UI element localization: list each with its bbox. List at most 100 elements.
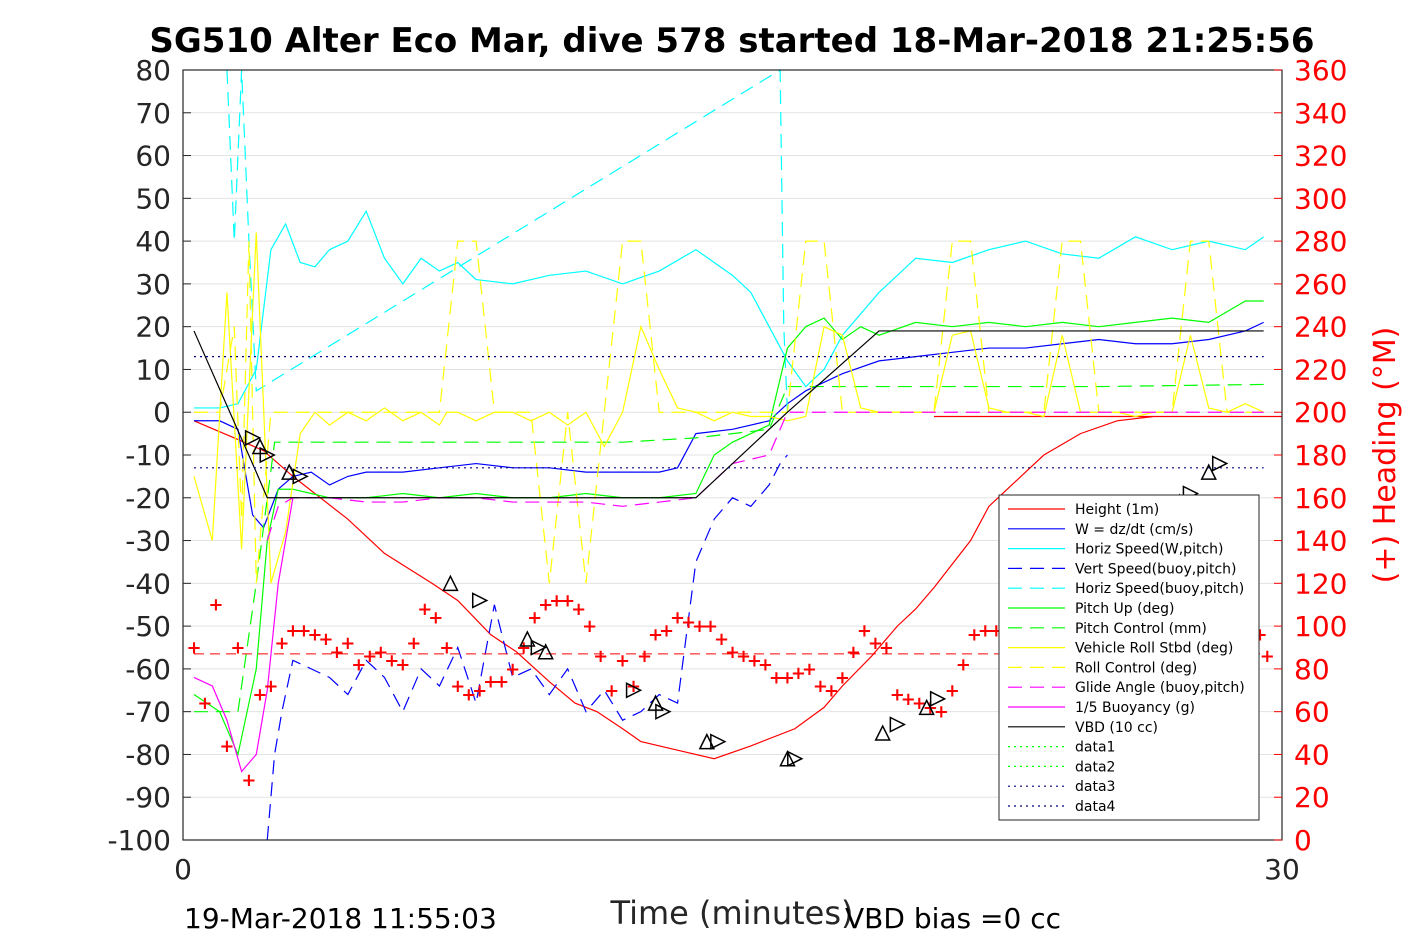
heading-marker: + xyxy=(263,676,278,697)
heading-marker: + xyxy=(197,693,212,714)
right-tick-label: 220 xyxy=(1294,353,1347,386)
heading-marker: + xyxy=(934,702,949,723)
heading-marker: + xyxy=(307,625,322,646)
series-line xyxy=(226,68,789,413)
right-tick-label: 320 xyxy=(1294,140,1347,173)
legend-label: 1/5 Buoyancy (g) xyxy=(1075,700,1195,716)
right-tick-label: 40 xyxy=(1294,738,1330,771)
right-tick-label: 140 xyxy=(1294,525,1347,558)
heading-marker: + xyxy=(857,620,872,641)
heading-marker: + xyxy=(736,646,751,667)
heading-marker: + xyxy=(725,642,740,663)
heading-marker: + xyxy=(582,616,597,637)
left-tick-label: -10 xyxy=(125,439,171,472)
triangle-marker xyxy=(1211,455,1229,472)
series-line xyxy=(193,240,1264,584)
triangle-marker xyxy=(471,592,489,609)
heading-marker: + xyxy=(648,625,663,646)
left-tick-label: 50 xyxy=(135,182,171,215)
left-axis-ticks: 80 70 60 50 40 30 20 10 0 -10 -20 -30 -40 -50 -60 -70 -8… xyxy=(107,54,191,857)
legend-label: Horiz Speed(buoy,pitch) xyxy=(1075,581,1244,597)
left-tick-label: 60 xyxy=(135,140,171,173)
left-tick-label: -30 xyxy=(125,525,171,558)
heading-marker: + xyxy=(571,599,586,620)
left-tick-label: 80 xyxy=(135,54,171,87)
right-tick-label: 60 xyxy=(1294,696,1330,729)
triangle-marker xyxy=(918,698,935,716)
right-tick-label: 240 xyxy=(1294,311,1347,344)
heading-marker: + xyxy=(274,633,289,654)
heading-marker: + xyxy=(384,650,399,671)
left-tick-label: 0 xyxy=(153,396,171,429)
chart-title: SG510 Alter Eco Mar, dive 578 started 18… xyxy=(149,21,1314,61)
legend-label: Glide Angle (buoy,pitch) xyxy=(1075,680,1245,696)
heading-marker: + xyxy=(362,646,377,667)
heading-marker: + xyxy=(967,625,982,646)
legend-label: Height (1m) xyxy=(1075,502,1159,518)
heading-marker: + xyxy=(428,608,443,629)
right-tick-label: 340 xyxy=(1294,97,1347,130)
triangle-marker xyxy=(537,643,554,660)
heading-marker: + xyxy=(615,650,630,671)
triangle-marker xyxy=(929,690,947,708)
heading-marker: + xyxy=(791,663,806,684)
series-line xyxy=(193,232,1264,584)
right-tick-label: 160 xyxy=(1294,482,1347,515)
heading-marker: + xyxy=(351,655,366,676)
heading-marker: + xyxy=(340,633,355,654)
heading-marker: + xyxy=(604,680,619,701)
series-line xyxy=(266,411,1264,541)
triangle-marker xyxy=(519,630,536,647)
heading-marker: + xyxy=(868,633,883,654)
footer-vbd-bias: VBD bias =0 cc xyxy=(845,902,1061,935)
left-tick-label: 10 xyxy=(135,353,171,386)
heading-marker: + xyxy=(538,595,553,616)
legend-label: W = dz/dt (cm/s) xyxy=(1075,522,1194,538)
right-tick-label: 300 xyxy=(1294,182,1347,215)
left-tick-label: 30 xyxy=(135,268,171,301)
heading-marker: + xyxy=(417,599,432,620)
legend-label: Vert Speed(buoy,pitch) xyxy=(1075,561,1237,577)
right-tick-label: 280 xyxy=(1294,225,1347,258)
legend-label: Pitch Up (deg) xyxy=(1075,601,1174,617)
series-line xyxy=(193,321,1264,529)
heading-marker: + xyxy=(472,680,487,701)
heading-marker: + xyxy=(769,667,784,688)
left-tick-label: -60 xyxy=(125,653,171,686)
heading-marker: + xyxy=(780,667,795,688)
heading-marker: + xyxy=(296,620,311,641)
legend-label: data4 xyxy=(1075,799,1116,815)
left-tick-label: -90 xyxy=(125,781,171,814)
heading-marker: + xyxy=(703,616,718,637)
series-line xyxy=(193,415,1282,760)
heading-marker: + xyxy=(450,676,465,697)
series-line xyxy=(266,454,788,841)
legend-label: VBD (10 cc) xyxy=(1075,720,1158,736)
heading-marker: + xyxy=(241,770,256,791)
legend-label: data3 xyxy=(1075,779,1115,795)
heading-marker: + xyxy=(208,595,223,616)
heading-marker: + xyxy=(516,638,531,659)
right-tick-label: 200 xyxy=(1294,396,1347,429)
right-tick-label: 20 xyxy=(1294,781,1330,814)
triangle-marker xyxy=(244,429,262,447)
x-axis-ticks: 0 30 xyxy=(174,853,1300,886)
series-line xyxy=(193,330,1264,499)
left-tick-label: -70 xyxy=(125,696,171,729)
left-tick-label: -40 xyxy=(125,567,171,600)
triangle-marker xyxy=(442,574,459,592)
left-tick-label: 70 xyxy=(135,97,171,130)
legend-label: Vehicle Roll Stbd (deg) xyxy=(1075,641,1233,657)
heading-marker: + xyxy=(318,629,333,650)
heading-marker: + xyxy=(219,736,234,757)
footer-timestamp: 19-Mar-2018 11:55:03 xyxy=(184,902,497,935)
heading-marker: + xyxy=(406,633,421,654)
left-tick-label: 40 xyxy=(135,225,171,258)
left-tick-label: -20 xyxy=(125,482,171,515)
left-tick-label: -80 xyxy=(125,738,171,771)
x-axis-label: Time (minutes) xyxy=(610,894,854,932)
triangle-marker xyxy=(787,750,804,767)
legend-label: data2 xyxy=(1075,759,1115,775)
legend-label: Horiz Speed(W,pitch) xyxy=(1075,542,1223,558)
